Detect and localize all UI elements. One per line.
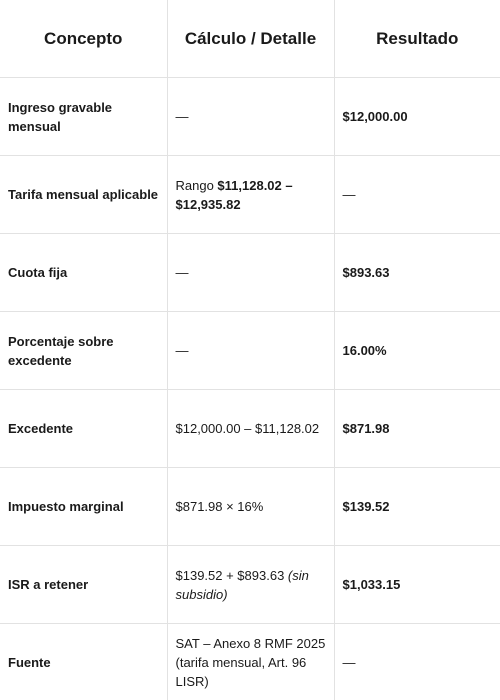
row-resultado: $139.52 [333,467,500,546]
header-calculo: Cálculo / Detalle [166,0,335,78]
row-resultado: — [333,155,500,234]
row-concepto: Ingreso gravable mensual [0,77,168,156]
row-calculo: SAT – Anexo 8 RMF 2025 (tarifa mensual, … [166,623,335,700]
row-calculo: — [166,233,335,312]
row-concepto: Fuente [0,623,168,700]
row-calculo: $871.98 × 16% [166,467,335,546]
row-calculo: — [166,311,335,390]
row-calculo: — [166,77,335,156]
row-concepto: Porcentaje sobre excedente [0,311,168,390]
row-resultado: $1,033.15 [333,545,500,624]
row-concepto: Excedente [0,389,168,468]
row-resultado: — [333,623,500,700]
header-concepto: Concepto [0,0,168,78]
table-row: Excedente $12,000.00 – $11,128.02 $871.9… [0,389,500,468]
row-resultado: $893.63 [333,233,500,312]
row-resultado: $871.98 [333,389,500,468]
row-concepto: Impuesto marginal [0,467,168,546]
calculo-prefix: $139.52 + $893.63 [175,567,288,583]
row-concepto: Cuota fija [0,233,168,312]
table-row: Ingreso gravable mensual — $12,000.00 [0,77,500,156]
calculo-range: $11,128.02 – $12,935.82 [175,177,293,212]
row-resultado: $12,000.00 [333,77,500,156]
table-row: ISR a retener $139.52 + $893.63 (sin sub… [0,545,500,624]
table-row: Tarifa mensual aplicable Rango $11,128.0… [0,155,500,234]
row-calculo: $12,000.00 – $11,128.02 [166,389,335,468]
calculo-prefix: Rango [175,177,218,193]
table-row: Fuente SAT – Anexo 8 RMF 2025 (tarifa me… [0,623,500,700]
header-resultado: Resultado [333,0,500,78]
row-concepto: ISR a retener [0,545,168,624]
row-resultado: 16.00% [333,311,500,390]
calculo-note: (sin subsidio) [175,567,309,602]
row-calculo: Rango $11,128.02 – $12,935.82 [166,155,335,234]
table-row: Porcentaje sobre excedente — 16.00% [0,311,500,390]
row-concepto: Tarifa mensual aplicable [0,155,168,234]
header-row: Concepto Cálculo / Detalle Resultado [0,0,500,78]
table-row: Impuesto marginal $871.98 × 16% $139.52 [0,467,500,546]
row-calculo: $139.52 + $893.63 (sin subsidio) [166,545,335,624]
table-row: Cuota fija — $893.63 [0,233,500,312]
